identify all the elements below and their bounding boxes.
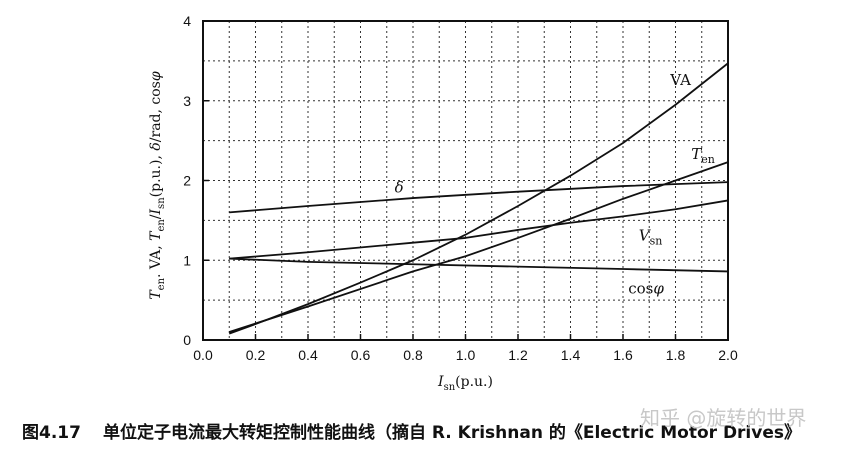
- series-line: [229, 199, 729, 260]
- series-label: Vsn: [639, 226, 663, 247]
- series-lines: [228, 62, 729, 335]
- y-tick-label: 3: [183, 93, 191, 109]
- series-line: [229, 181, 729, 214]
- x-tick-label: 0.2: [246, 347, 266, 363]
- series-line: [229, 257, 729, 273]
- watermark: 知乎 @旋转的世界: [640, 406, 807, 430]
- x-tick-label: 0.8: [403, 347, 423, 363]
- series-line: [228, 161, 729, 333]
- x-tick-label: 0.4: [298, 347, 318, 363]
- x-tick-label: 1.8: [666, 347, 686, 363]
- series-label: Ten: [691, 145, 715, 166]
- y-tick-label: 2: [183, 173, 191, 189]
- x-tick-label: 1.4: [561, 347, 581, 363]
- y-tick-label: 0: [183, 332, 191, 348]
- y-tick-label: 4: [183, 13, 191, 29]
- figure-caption-text: 单位定子电流最大转矩控制性能曲线（摘自 R. Krishnan 的《Electr…: [102, 423, 801, 443]
- y-axis-title: Ten. VA, Ten/Isn(p.u.), δ/rad, cosφ: [148, 71, 167, 300]
- figure-number: 图4.17: [22, 423, 81, 443]
- series-label: δ: [395, 178, 404, 196]
- series-label: VA: [669, 71, 691, 89]
- series-labels: VA Ten δ Vsn cosφ: [395, 71, 715, 298]
- chart: 0.0 0.2 0.4 0.6 0.8 1.0 1.2 1.4 1.6 1.8 2.0 0 1 2 3 4 V…: [148, 13, 738, 393]
- x-tick-label: 1.0: [456, 347, 476, 363]
- x-tick-label: 1.2: [508, 347, 528, 363]
- x-tick-label: 0.0: [193, 347, 213, 363]
- x-axis-title: Isn(p.u.): [437, 374, 493, 393]
- x-tick-label: 2.0: [718, 347, 738, 363]
- series-label: cosφ: [628, 280, 664, 298]
- y-tick-label: 1: [183, 252, 191, 268]
- grid: [203, 21, 728, 340]
- x-tick-label: 1.6: [613, 347, 633, 363]
- ticks: 0.0 0.2 0.4 0.6 0.8 1.0 1.2 1.4 1.6 1.8 2.0 0 1 2 3 4: [183, 13, 738, 363]
- x-tick-label: 0.6: [351, 347, 371, 363]
- series-line: [228, 62, 729, 335]
- figure-caption: 图4.17 单位定子电流最大转矩控制性能曲线（摘自 R. Krishnan 的《E…: [22, 418, 801, 443]
